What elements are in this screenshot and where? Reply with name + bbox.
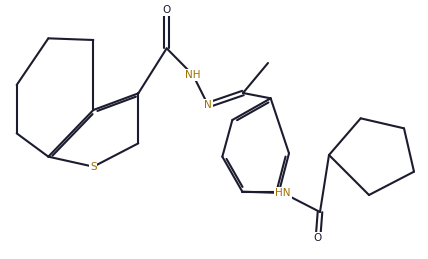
Text: HN: HN: [275, 188, 291, 198]
Text: S: S: [90, 162, 97, 172]
Text: O: O: [163, 5, 171, 15]
Text: NH: NH: [185, 70, 201, 80]
Text: O: O: [314, 233, 322, 243]
Text: N: N: [204, 100, 212, 110]
